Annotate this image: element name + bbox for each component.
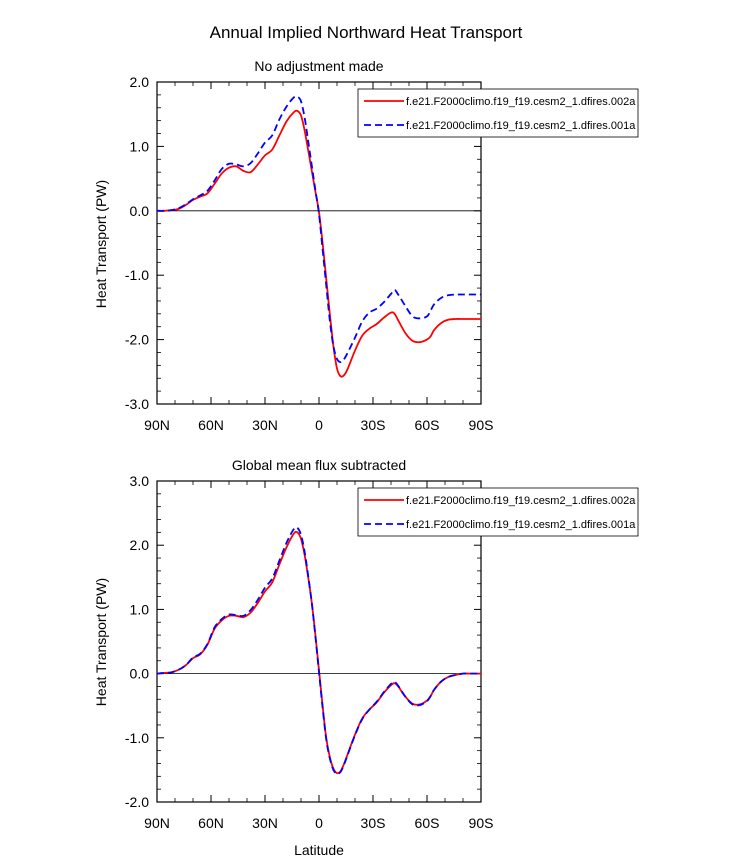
y-tick-label: -1.0 [125, 730, 149, 746]
x-tick-label: 90N [144, 417, 170, 433]
series-line-1 [156, 530, 481, 775]
top-plot-area: 90N 60N 30N 0 30S 60S 90S -3.0 -2.0 -1.0 0.0 1.0 2.0… [125, 74, 639, 433]
x-tick-label: 60S [415, 417, 440, 433]
series-line-2 [156, 95, 481, 364]
x-tick-label: 30S [361, 417, 386, 433]
x-tick-label: 30S [361, 815, 386, 831]
x-tick-label: 90N [144, 815, 170, 831]
figure-title: Annual Implied Northward Heat Transport [210, 23, 523, 42]
y-tick-label: -2.0 [125, 332, 149, 348]
legend-label-1: f.e21.F2000climo.f19_f19.cesm2_1.dfires.… [406, 96, 636, 108]
series-line-1 [156, 109, 481, 378]
y-tick-label: -3.0 [125, 396, 149, 412]
legend-label-2: f.e21.F2000climo.f19_f19.cesm2_1.dfires.… [406, 120, 636, 132]
bottom-panel: Global mean flux subtracted Heat Transpo… [93, 457, 639, 857]
bottom-x-axis-label: Latitude [294, 842, 344, 857]
x-tick-label: 90S [469, 815, 494, 831]
legend: f.e21.F2000climo.f19_f19.cesm2_1.dfires.… [357, 88, 639, 138]
y-tick-label: 2.0 [130, 537, 150, 553]
bottom-y-axis-label: Heat Transport (PW) [93, 578, 109, 706]
x-tick-label: 30N [252, 417, 278, 433]
y-tick-label: 1.0 [130, 138, 150, 154]
y-tick-label: 0.0 [130, 666, 150, 682]
y-tick-label: -2.0 [125, 794, 149, 810]
x-tick-label: 90S [469, 417, 494, 433]
legend-label-2: f.e21.F2000climo.f19_f19.cesm2_1.dfires.… [406, 519, 636, 531]
y-tick-label: 0.0 [130, 203, 150, 219]
x-tick-label: 0 [315, 815, 323, 831]
y-tick-label: 2.0 [130, 74, 150, 90]
series-line-2 [156, 526, 481, 775]
y-tick-label: -1.0 [125, 267, 149, 283]
legend-box [357, 88, 639, 138]
y-tick-label: 1.0 [130, 601, 150, 617]
x-tick-label: 60N [198, 815, 224, 831]
bottom-plot-area: 90N 60N 30N 0 30S 60S 90S -2.0 -1.0 0.0 1.0 2.0 3.0 f… [125, 473, 639, 831]
x-tick-label: 30N [252, 815, 278, 831]
top-panel-title: No adjustment made [254, 58, 383, 74]
top-y-axis-label: Heat Transport (PW) [93, 180, 109, 308]
y-tick-label: 3.0 [130, 473, 150, 489]
bottom-panel-title: Global mean flux subtracted [232, 457, 406, 473]
top-panel: No adjustment made Heat Transport (PW) 9… [93, 58, 639, 433]
x-tick-label: 60S [415, 815, 440, 831]
x-tick-label: 0 [315, 417, 323, 433]
x-tick-label: 60N [198, 417, 224, 433]
legend-label-1: f.e21.F2000climo.f19_f19.cesm2_1.dfires.… [406, 495, 636, 507]
legend-box [357, 487, 639, 537]
legend: f.e21.F2000climo.f19_f19.cesm2_1.dfires.… [357, 487, 639, 537]
